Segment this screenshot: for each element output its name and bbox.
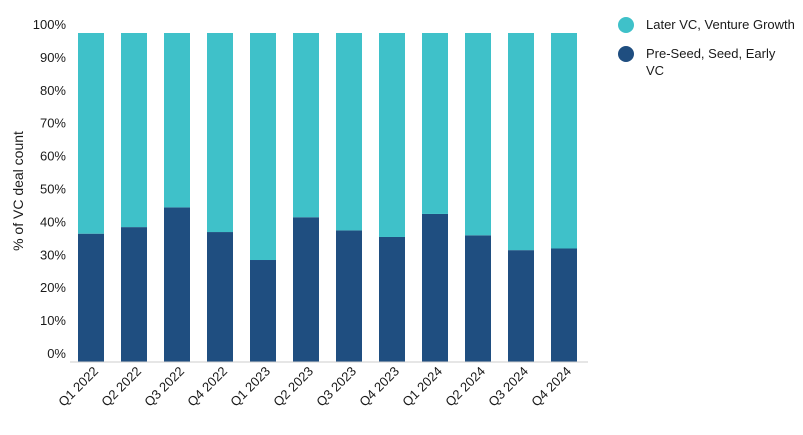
legend: Later VC, Venture Growth Pre-Seed, Seed,… [618,16,803,91]
bar-early-vc-q4-2023 [379,236,405,362]
bar-later-vc-q3-2023 [336,33,362,231]
bar-early-vc-q3-2023 [336,230,362,362]
bar-later-vc-q1-2023 [250,33,276,261]
y-tick-label: 20% [40,280,66,295]
x-tick-label: Q1 2022 [55,364,101,410]
bar-early-vc-q4-2022 [207,232,233,362]
x-tick-label: Q1 2023 [227,364,273,410]
y-tick-label: 30% [40,247,66,262]
bar-later-vc-q2-2024 [465,33,491,236]
x-tick-label: Q1 2024 [399,364,445,410]
bar-later-vc-q4-2023 [379,33,405,237]
x-tick-label: Q2 2024 [442,364,488,410]
y-tick-label: 70% [40,116,66,131]
legend-swatch-early-vc [618,46,634,62]
bar-later-vc-q3-2022 [164,33,190,208]
y-tick-label: 0% [47,346,66,361]
bar-early-vc-q2-2023 [293,217,319,362]
y-tick-label: 60% [40,149,66,164]
legend-label-early-vc: Pre-Seed, Seed, Early VC [646,46,776,78]
x-tick-label: Q4 2022 [184,364,230,410]
bar-early-vc-q1-2023 [250,260,276,362]
bar-later-vc-q3-2024 [508,33,534,251]
bar-later-vc-q2-2023 [293,33,319,218]
x-tick-label: Q3 2023 [313,364,359,410]
x-tick-label: Q3 2024 [485,364,531,410]
bar-later-vc-q1-2024 [422,33,448,214]
y-tick-label: 80% [40,83,66,98]
legend-label-later-vc: Later VC, Venture Growth [646,17,795,32]
x-tick-label: Q2 2022 [98,364,144,410]
x-tick-label: Q4 2023 [356,364,402,410]
y-tick-label: 50% [40,182,66,197]
y-axis-title: % of VC deal count [10,131,26,251]
bar-early-vc-q1-2022 [78,233,104,362]
bar-later-vc-q4-2024 [551,33,577,249]
y-tick-label: 90% [40,50,66,65]
x-tick-label: Q4 2024 [528,364,574,410]
legend-item-early-vc: Pre-Seed, Seed, Early VC [618,45,803,79]
bar-later-vc-q2-2022 [121,33,147,228]
bar-later-vc-q1-2022 [78,33,104,234]
bar-early-vc-q3-2024 [508,250,534,362]
bar-early-vc-q3-2022 [164,207,190,362]
bar-early-vc-q2-2024 [465,235,491,362]
y-tick-label: 40% [40,214,66,229]
bars-group [78,33,577,362]
y-tick-label: 100% [33,17,67,32]
y-tick-label: 10% [40,313,66,328]
bar-early-vc-q1-2024 [422,213,448,362]
x-tick-label: Q2 2023 [270,364,316,410]
legend-swatch-later-vc [618,17,634,33]
bar-early-vc-q4-2024 [551,248,577,362]
bar-later-vc-q4-2022 [207,33,233,233]
bar-early-vc-q2-2022 [121,227,147,362]
y-axis-ticks: 0% 10% 20% 30% 40% 50% 60% 70% 80% 90% 100% [33,17,67,361]
x-tick-label: Q3 2022 [141,364,187,410]
legend-item-later-vc: Later VC, Venture Growth [618,16,803,33]
